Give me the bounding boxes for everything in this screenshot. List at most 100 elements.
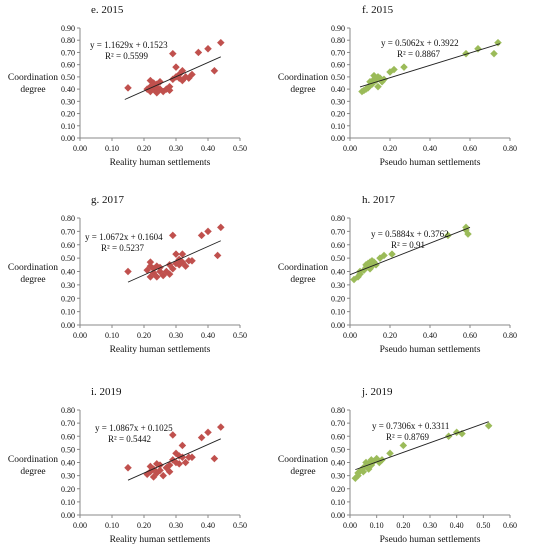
data-point [204,227,212,236]
y-tick-label: 0.30 [331,472,345,481]
y-axis-label: degree [20,467,45,477]
x-tick-label: 0.50 [476,521,490,530]
data-point [216,223,225,232]
y-tick-label: 0.50 [331,445,345,454]
y-axis-label: degree [20,275,45,285]
y-tick-label: 0.00 [331,134,345,143]
x-tick-label: 0.50 [233,331,247,340]
x-tick-label: 0.40 [423,331,437,340]
y-axis-label: Coordination [278,455,328,465]
panel-e: e. 2015 0.00 0.10 0.20 0.30 0.40 0.50 0.60 0.70 0… [8,4,247,168]
y-tick-label: 0.80 [61,406,75,415]
x-tick-label: 0.20 [137,331,151,340]
data-point [359,467,368,476]
y-axis-label: Coordination [8,455,58,465]
data-point [178,441,187,450]
y-tick-label: 0.20 [331,294,345,303]
y-tick-label: 0.30 [61,97,75,106]
x-tick-label: 0.10 [370,521,384,530]
x-tick-label: 0.00 [343,144,357,153]
data-point [168,49,177,58]
x-axis-label: Reality human settlements [110,535,211,545]
y-tick-label: 0.70 [61,227,75,236]
y-tick-label: 0.40 [331,459,345,468]
y-tick-label: 0.40 [61,459,75,468]
regression-equation: y = 0.7306x + 0.3311 [372,421,449,431]
data-point [175,460,184,468]
y-tick-label: 0.70 [331,48,345,57]
y-tick-label: 0.00 [331,511,345,520]
y-tick-label: 0.70 [331,227,345,236]
data-point [159,471,168,480]
data-point [388,250,396,258]
data-point [124,463,132,472]
y-axis-label: degree [290,275,315,285]
y-tick-label: 0.50 [61,254,75,263]
data-point [216,423,225,431]
data-point [165,270,174,278]
y-tick-label: 0.80 [331,36,345,45]
y-tick-label: 0.40 [331,85,345,94]
x-axis-label: Pseudo human settlements [380,345,481,355]
x-tick-label: 0.30 [423,521,437,530]
x-tick-label: 0.80 [503,144,517,153]
data-point [181,458,190,467]
trendline [359,43,501,88]
x-tick-label: 0.10 [105,144,119,153]
data-point [399,441,408,450]
x-tick-label: 0.20 [137,144,151,153]
y-tick-label: 0.30 [331,97,345,106]
x-tick-label: 0.00 [73,144,87,153]
data-point [152,273,161,281]
x-tick-label: 0.00 [343,331,357,340]
x-tick-label: 0.40 [201,331,215,340]
data-point [124,267,132,276]
panel-title: f. 2015 [362,4,394,16]
panel-title: i. 2019 [91,386,122,398]
y-tick-label: 0.00 [61,321,75,330]
x-tick-label: 0.20 [137,521,151,530]
data-point [168,265,177,273]
y-tick-label: 0.50 [61,73,75,82]
y-tick-label: 0.50 [331,73,345,82]
regression-equation: y = 0.5062x + 0.3922 [381,38,459,48]
x-tick-label: 0.30 [169,144,183,153]
y-axis-label: degree [20,85,45,95]
y-tick-label: 0.20 [331,110,345,119]
y-tick-label: 0.80 [61,214,75,223]
data-point [194,48,203,57]
data-point [168,231,177,240]
data-point [462,223,470,232]
y-tick-label: 0.10 [331,308,345,317]
x-tick-label: 0.30 [169,521,183,530]
data-point [146,262,155,270]
x-tick-label: 0.50 [233,521,247,530]
y-tick-label: 0.40 [61,268,75,277]
panel-j: j. 2019 0.00 0.10 0.20 0.30 0.40 0.50 0.60 0.70 0… [278,386,517,545]
y-tick-label: 0.40 [331,268,345,277]
data-point [188,453,196,462]
y-axis-label: Coordination [8,263,58,273]
regression-equation: y = 0.5884x + 0.3762 [371,229,449,239]
panel-title: j. 2019 [361,386,393,398]
data-point [188,256,196,265]
y-tick-label: 0.00 [61,134,75,143]
data-point [400,63,408,71]
x-tick-label: 0.20 [383,331,397,340]
y-tick-label: 0.60 [331,61,345,70]
x-tick-label: 0.30 [169,331,183,340]
x-tick-label: 0.50 [233,144,247,153]
y-tick-label: 0.30 [61,472,75,481]
data-point [197,231,206,240]
data-point [210,66,219,75]
data-point [181,262,190,270]
data-point [172,63,180,71]
panel-g: g. 2017 0.00 0.10 0.20 0.30 0.40 0.50 0.60 0.70 0… [8,194,247,355]
data-point [156,466,164,475]
y-tick-label: 0.60 [61,61,75,70]
y-tick-label: 0.20 [61,485,75,494]
panel-h: h. 2017 0.00 0.10 0.20 0.30 0.40 0.50 0.60 0.70 0… [278,194,517,355]
y-tick-label: 0.70 [61,419,75,428]
data-point [165,82,174,91]
